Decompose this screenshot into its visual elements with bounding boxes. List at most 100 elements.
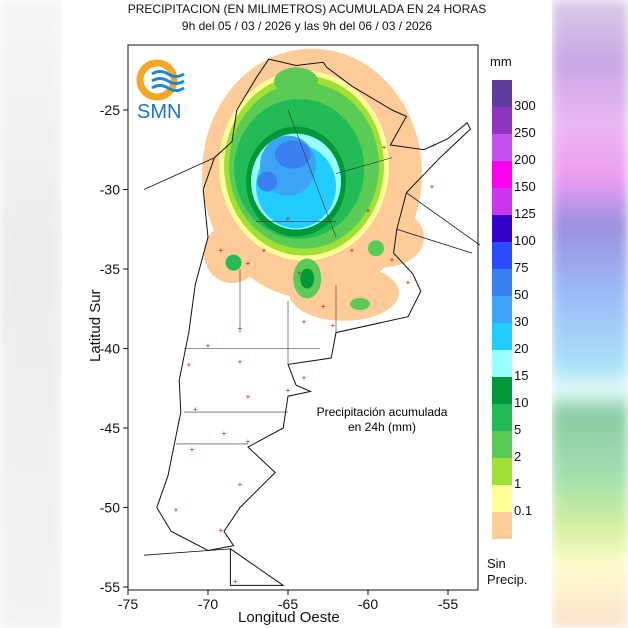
blurred-background-right — [552, 0, 628, 628]
station-marker: + — [297, 268, 302, 277]
precipitation-area — [274, 67, 318, 96]
station-marker: + — [382, 143, 387, 152]
station-marker: + — [186, 361, 191, 370]
station-marker: + — [262, 246, 267, 255]
legend-unit: mm — [490, 54, 512, 69]
precipitation-area — [257, 171, 278, 192]
station-marker: + — [238, 324, 243, 333]
legend-label: 0.1 — [514, 503, 533, 518]
station-marker: + — [218, 526, 223, 535]
legend-swatch — [492, 188, 512, 215]
argentina-border — [156, 58, 472, 551]
station-marker: + — [302, 318, 307, 327]
x-axis-label: Longitud Oeste — [238, 609, 340, 626]
precipitation-area — [274, 140, 311, 169]
province-border — [335, 157, 393, 174]
svg-text:SMN: SMN — [137, 101, 181, 123]
station-marker: + — [321, 302, 326, 311]
legend-swatch — [492, 107, 512, 134]
legend-swatch — [492, 323, 512, 350]
legend-swatch — [492, 485, 512, 512]
station-marker: + — [246, 259, 251, 268]
x-tick-label: -75 — [118, 596, 138, 612]
x-tick-label: -65 — [278, 596, 298, 612]
blurred-background-left — [0, 0, 62, 628]
y-tick-label: -35 — [100, 261, 120, 277]
legend-swatch — [492, 512, 512, 539]
station-marker: + — [233, 577, 238, 586]
station-marker: + — [193, 405, 198, 414]
station-marker: + — [390, 256, 395, 265]
legend-swatch — [492, 377, 512, 404]
station-marker: + — [206, 342, 211, 351]
legend-label: 5 — [514, 422, 522, 437]
province-border — [287, 109, 337, 238]
x-tick-label: -55 — [438, 596, 458, 612]
station-marker: + — [246, 437, 251, 446]
legend-swatch — [492, 350, 512, 377]
y-tick-label: -25 — [100, 102, 120, 118]
map-subtitle: 9h del 05 / 03 / 2026 y las 9h del 06 / … — [181, 19, 433, 33]
legend-label: 20 — [514, 341, 529, 356]
station-marker: + — [190, 445, 195, 454]
station-marker: + — [246, 392, 251, 401]
y-tick-label: -45 — [100, 420, 120, 436]
station-marker: + — [222, 429, 227, 438]
precipitation-area — [368, 240, 384, 257]
legend-swatch — [492, 296, 512, 323]
station-marker: + — [350, 246, 355, 255]
precipitation-layer — [202, 48, 424, 321]
legend-no-precip-line1: Sin — [487, 556, 506, 571]
neighbor-borders — [143, 157, 481, 556]
legend-label: 15 — [514, 368, 529, 383]
legend-swatch — [492, 431, 512, 458]
precipitation-area — [225, 254, 242, 271]
legend-swatch — [492, 161, 512, 188]
legend-label: 1 — [514, 476, 522, 491]
legend-label: 125 — [514, 206, 536, 221]
station-markers: + + + + + + + + + + + + + + + + + + + + + + + + + + + + + + — [174, 141, 437, 586]
legend-swatch — [492, 404, 512, 431]
station-marker: + — [430, 183, 435, 192]
x-tick-label: -70 — [198, 596, 218, 612]
legend-swatch — [492, 242, 512, 269]
annotation-line1: Precipitación acumulada — [317, 405, 448, 419]
legend-swatch — [492, 269, 512, 296]
map-svg: + + + + + + + + + + + + + + + + + + + + + + + + + + + + + + -75 -70 -65… — [87, 44, 481, 626]
legend-swatch — [492, 80, 512, 107]
legend-label: 300 — [514, 98, 536, 113]
station-marker: + — [302, 373, 307, 382]
country-outline — [143, 58, 481, 586]
legend-label: 2 — [514, 449, 522, 464]
station-marker: + — [286, 214, 291, 223]
station-marker: + — [238, 480, 243, 489]
station-marker: + — [406, 278, 411, 287]
map-frame — [127, 44, 479, 591]
legend-swatch — [492, 458, 512, 485]
precipitation-area — [350, 297, 370, 310]
legend-label: 30 — [514, 314, 529, 329]
station-marker: + — [238, 357, 243, 366]
station-marker: + — [366, 206, 371, 215]
y-tick-label: -55 — [100, 579, 120, 595]
legend-label: 75 — [514, 260, 529, 275]
legend-swatch — [492, 134, 512, 161]
legend-label: 50 — [514, 287, 529, 302]
station-marker: + — [174, 505, 179, 514]
station-marker: + — [218, 246, 223, 255]
legend-label: 200 — [514, 152, 536, 167]
legend-no-precip-line2: Precip. — [487, 572, 528, 587]
station-marker: + — [431, 141, 436, 150]
legend-label: 10 — [514, 395, 529, 410]
y-tick-label: -30 — [100, 182, 120, 198]
station-marker: + — [330, 321, 335, 330]
precipitation-map-panel: PRECIPITACION (EN MILIMETROS) ACUMULADA … — [62, 0, 552, 628]
legend-label: 150 — [514, 179, 536, 194]
smn-logo: SMN — [136, 59, 185, 123]
x-tick-label: -60 — [358, 596, 378, 612]
annotation-line2: en 24h (mm) — [348, 420, 416, 434]
legend-label: 250 — [514, 125, 536, 140]
map-title: PRECIPITACION (EN MILIMETROS) ACUMULADA … — [127, 2, 487, 16]
station-marker: + — [286, 386, 291, 395]
precipitation-area — [300, 268, 315, 289]
